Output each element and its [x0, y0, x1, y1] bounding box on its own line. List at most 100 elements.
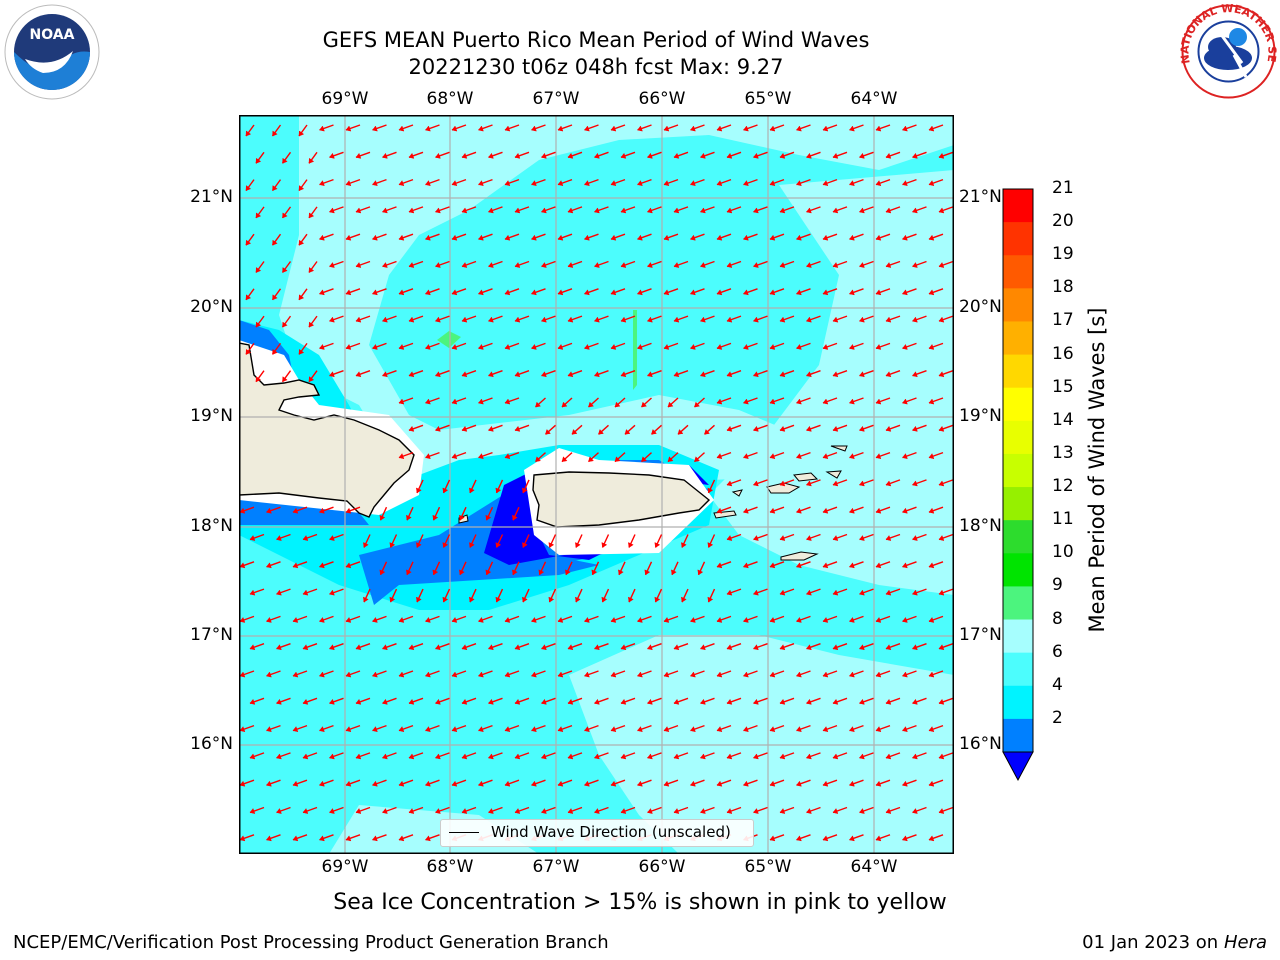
wave-direction-arrowhead [461, 808, 468, 814]
wave-direction-arrowhead [408, 425, 415, 432]
wave-direction-arrowhead [743, 726, 749, 733]
wave-direction-arrowhead [849, 289, 855, 296]
wave-direction-arrowhead [859, 808, 865, 814]
wave-direction-arrowhead [584, 671, 590, 678]
wave-direction-arrowhead [769, 671, 776, 678]
wave-direction-arrowhead [435, 808, 441, 814]
wave-direction-arrowhead [239, 835, 246, 842]
wave-direction-arrowhead [292, 726, 299, 733]
colorbar-segment [1003, 718, 1033, 753]
wave-direction-arrowhead [912, 698, 918, 705]
wave-direction-arrowhead [610, 726, 617, 733]
wave-direction-arrowhead [875, 289, 882, 296]
wave-direction-arrowhead [308, 321, 315, 328]
wave-direction-arrowhead [541, 316, 547, 323]
wave-direction-arrowhead [416, 596, 422, 603]
wave-direction-arrowhead [743, 671, 749, 678]
wave-direction-arrowhead [663, 343, 670, 350]
wave-direction-arrowhead [514, 698, 521, 705]
colorbar-tick-label: 2 [1052, 707, 1063, 728]
wave-direction-arrowhead [620, 371, 627, 378]
wave-direction-arrowhead [875, 562, 882, 569]
wave-direction-arrowhead [875, 125, 882, 132]
wave-direction-arrowhead [849, 398, 855, 405]
wave-direction-arrowhead [620, 644, 627, 651]
wave-direction-arrowhead [673, 207, 680, 214]
wave-direction-arrowhead [478, 671, 484, 678]
wave-direction-arrowhead [610, 780, 617, 787]
colorbar-tick-label: 8 [1052, 608, 1063, 629]
wave-direction-arrowhead [319, 234, 325, 241]
wave-direction-arrowhead [245, 348, 252, 355]
wave-direction-arrowhead [514, 425, 521, 432]
wave-direction-arrowhead [345, 180, 352, 187]
wave-direction-arrowhead [292, 835, 299, 842]
wave-direction-arrowhead [382, 207, 388, 214]
wave-direction-arrowhead [832, 316, 839, 323]
wave-direction-arrowhead [255, 321, 262, 328]
wave-direction-arrowhead [726, 480, 733, 487]
lon-label-top-64w: 64°W [850, 89, 898, 109]
wave-direction-arrowhead [700, 698, 706, 705]
wave-direction-arrowhead [832, 644, 839, 651]
wave-direction-arrowhead [667, 401, 674, 408]
wave-direction-arrowhead [435, 753, 441, 760]
wave-direction-arrowhead [272, 294, 278, 301]
wave-direction-arrowhead [514, 207, 521, 214]
wave-direction-arrowhead [647, 371, 653, 378]
wave-direction-arrowhead [557, 671, 564, 678]
wave-direction-arrowhead [716, 726, 723, 733]
wave-direction-arrowhead [610, 671, 617, 678]
wave-direction-arrowhead [859, 753, 865, 760]
wave-direction-arrowhead [769, 289, 776, 296]
wave-direction-arrowhead [796, 343, 802, 350]
wave-direction-arrowhead [282, 376, 288, 383]
wave-direction-arrowhead [849, 453, 855, 460]
wave-direction-arrowhead [308, 376, 315, 383]
wave-direction-arrowhead [726, 644, 733, 651]
wave-direction-arrowhead [694, 401, 700, 408]
wave-direction-arrowhead [822, 562, 829, 569]
wave-direction-arrowhead [594, 753, 600, 760]
colorbar-segment [1003, 321, 1033, 356]
wave-direction-arrowhead [885, 644, 892, 651]
wave-direction-arrowhead [832, 480, 839, 487]
wave-direction-arrowhead [514, 371, 521, 378]
wave-direction-arrowhead [461, 644, 468, 651]
land-culebra [731, 489, 743, 497]
lat-label-right-21n: 21°N [959, 187, 1002, 207]
wave-direction-arrowhead [769, 398, 776, 405]
wave-direction-arrowhead [753, 589, 759, 596]
wave-direction-arrowhead [541, 207, 547, 214]
wave-direction-arrowhead [620, 753, 627, 760]
wave-direction-arrowhead [849, 616, 855, 623]
wave-direction-arrowhead [673, 698, 680, 705]
wave-direction-arrowhead [875, 726, 882, 733]
wave-direction-arrowhead [779, 207, 786, 214]
wave-direction-arrowhead [716, 289, 723, 296]
wave-direction-arrowhead [875, 780, 882, 787]
lat-label-left-19n: 19°N [190, 406, 233, 426]
wave-direction-arrowhead [822, 398, 829, 405]
wave-direction-arrowhead [641, 401, 647, 408]
wave-direction-arrowhead [408, 808, 415, 814]
wave-direction-arrowhead [531, 289, 537, 296]
wave-direction-arrowhead [372, 616, 378, 623]
wave-direction-arrowhead [567, 644, 574, 651]
wave-direction-arrowhead [239, 616, 246, 623]
wave-direction-arrowhead [372, 726, 378, 733]
wave-direction-arrowhead [647, 207, 653, 214]
wave-direction-arrowhead [239, 780, 246, 787]
wave-direction-arrowhead [769, 780, 776, 787]
wave-direction-arrowhead [796, 616, 802, 623]
wave-direction-arrowhead [282, 321, 288, 328]
colorbar-frame [1002, 188, 1034, 753]
wave-direction-arrowhead [408, 316, 415, 323]
colorbar-segment [1003, 586, 1033, 621]
wave-direction-arrowhead [319, 780, 325, 787]
wave-direction-arrowhead [425, 726, 431, 733]
wave-direction-arrowhead [425, 398, 431, 405]
wave-direction-arrowhead [245, 239, 252, 246]
colorbar-segment [1003, 387, 1033, 422]
wave-direction-arrowhead [382, 698, 388, 705]
